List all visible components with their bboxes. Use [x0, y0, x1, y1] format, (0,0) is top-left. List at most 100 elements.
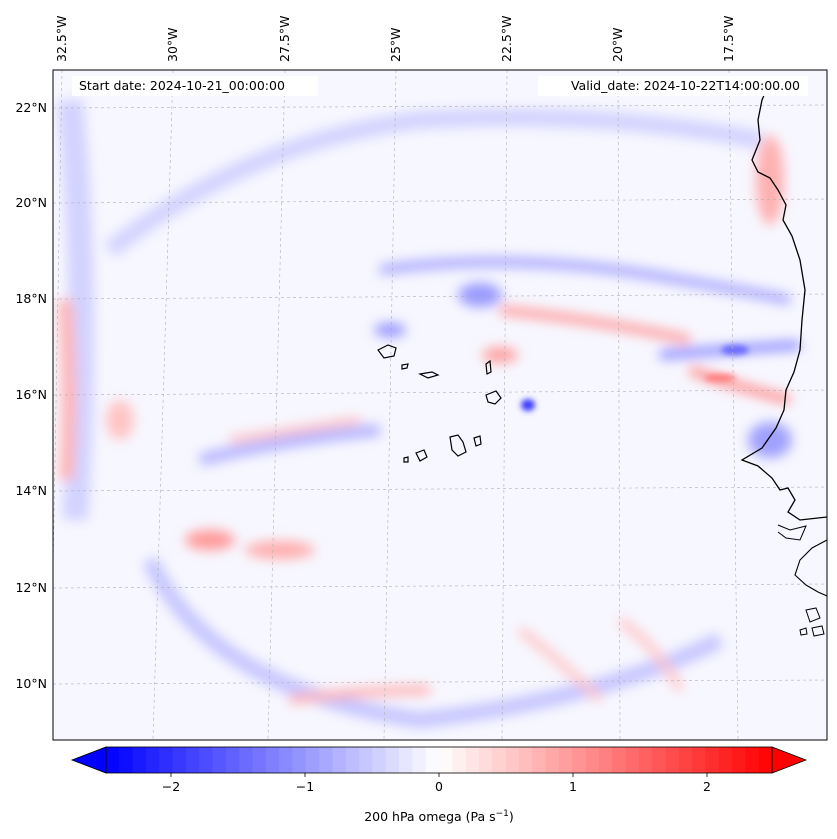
africa-coastline — [740, 85, 827, 521]
colorbar-segment — [572, 747, 587, 773]
omega-blue-arc-south — [142, 556, 724, 729]
lat-tick-16n: 16°N — [15, 387, 47, 402]
omega-blue-streak-15n — [198, 424, 381, 466]
island-boa-vista — [485, 390, 502, 405]
gridline-lon-17-5w — [728, 70, 739, 740]
colorbar-tick-neg2: −2 — [162, 779, 180, 794]
map-panel — [53, 70, 827, 740]
colorbar-title-superscript: −1 — [496, 809, 509, 819]
gridline-lon-22-5w — [501, 70, 508, 740]
colorbar-tick-2: 2 — [703, 779, 711, 794]
island-fogo — [415, 449, 428, 462]
lon-tick-22-5w: 22.5°W — [499, 16, 514, 62]
cape-verde-islands — [377, 344, 502, 463]
colorbar-segment — [319, 747, 334, 773]
lat-tick-14n: 14°N — [15, 483, 47, 498]
island-santiago — [449, 434, 467, 457]
omega-red-core-16n — [704, 374, 736, 382]
omega-red-streak-16n-east — [688, 365, 792, 405]
omega-red-streak-14n — [229, 416, 361, 444]
colorbar-segment — [119, 747, 134, 773]
colorbar-segment — [292, 747, 307, 773]
colorbar-segment — [465, 747, 480, 773]
colorbar: −2 −1 0 1 2 200 hPa omega (Pa s−1) — [70, 746, 808, 824]
colorbar-max-extend-arrow — [771, 746, 808, 774]
colorbar-segment — [545, 747, 560, 773]
colorbar-segment — [159, 747, 174, 773]
colorbar-segment — [745, 747, 760, 773]
colorbar-segment — [399, 747, 413, 773]
colorbar-segment — [279, 747, 294, 773]
omega-red-arc-south — [289, 685, 431, 705]
colorbar-segment — [212, 747, 227, 773]
omega-red-patch-east-coast — [756, 135, 784, 225]
colorbar-segment — [638, 747, 653, 773]
omega-red-band-west-edge — [58, 299, 76, 481]
colorbar-segment — [532, 747, 547, 773]
omega-red-patch-west-14n — [106, 400, 134, 440]
island-brava — [403, 456, 409, 463]
colorbar-min-extend-arrow — [70, 746, 107, 774]
colorbar-segment — [705, 747, 720, 773]
omega-red-patch-cape-verde — [482, 347, 518, 363]
colorbar-segment — [239, 747, 254, 773]
lon-tick-32-5w: 32.5°W — [54, 16, 69, 62]
colorbar-segment — [558, 747, 573, 773]
island-maio — [473, 435, 482, 447]
colorbar-segment — [372, 747, 387, 773]
map-frame — [52, 69, 828, 741]
colorbar-segment — [478, 747, 493, 773]
colorbar-segment — [199, 747, 214, 773]
omega-sharp-features — [521, 345, 749, 411]
lat-tick-20n: 20°N — [15, 195, 47, 210]
colorbar-segment — [412, 747, 427, 773]
colorbar-segment — [665, 747, 680, 773]
colorbar-title-main: 200 hPa omega (Pa s — [364, 809, 495, 824]
lat-tick-labels: 22°N 20°N 18°N 16°N 14°N 12°N 10°N — [15, 100, 47, 691]
omega-blue-core-cape-verde — [521, 399, 535, 411]
colorbar-segment — [598, 747, 613, 773]
omega-blue-streak-18n — [379, 257, 791, 305]
header-valid-bg — [538, 76, 808, 96]
guinea-bissau-coast — [794, 539, 827, 597]
colorbar-title-close: ) — [509, 809, 514, 824]
lat-tick-18n: 18°N — [15, 291, 47, 306]
colorbar-segment — [265, 747, 280, 773]
omega-blue-patch-cape-verde — [374, 323, 406, 337]
gridlines — [53, 70, 827, 740]
colorbar-segment — [359, 747, 373, 773]
island-sao-nicolau — [418, 371, 440, 379]
lon-tick-17-5w: 17.5°W — [721, 16, 736, 62]
colorbar-segment — [612, 747, 627, 773]
colorbar-segment — [652, 747, 667, 773]
lon-tick-30w: 30°W — [165, 27, 180, 62]
lon-tick-20w: 20°W — [610, 27, 625, 62]
colorbar-segment — [439, 747, 453, 773]
colorbar-ticks — [170, 773, 708, 777]
colorbar-segment — [252, 747, 267, 773]
colorbar-segment — [692, 747, 706, 773]
colorbar-tick-0: 0 — [435, 779, 443, 794]
omega-blue-core-17n — [721, 345, 749, 355]
colorbar-segment — [185, 747, 200, 773]
colorbar-segment — [505, 747, 520, 773]
colorbar-segment — [332, 747, 347, 773]
lat-tick-12n: 12°N — [15, 580, 47, 595]
colorbar-segment — [106, 747, 120, 773]
gridline-lon-30w — [152, 70, 174, 740]
omega-red-streak-17n — [499, 305, 691, 345]
omega-red-patch-13n — [185, 530, 235, 550]
island-sal — [485, 359, 492, 375]
bijagos-islands — [799, 607, 825, 637]
colorbar-segment — [758, 747, 773, 773]
colorbar-segments — [106, 747, 773, 773]
lon-tick-27-5w: 27.5°W — [277, 16, 292, 62]
colorbar-segment — [132, 747, 147, 773]
colorbar-tick-1: 1 — [569, 779, 577, 794]
start-date-label: Start date: 2024-10-21_00:00:00 — [79, 78, 285, 93]
gridline-lon-20w — [617, 70, 621, 740]
omega-red-patch-12n — [245, 541, 315, 559]
colorbar-segment — [425, 747, 440, 773]
colorbar-segment — [305, 747, 320, 773]
